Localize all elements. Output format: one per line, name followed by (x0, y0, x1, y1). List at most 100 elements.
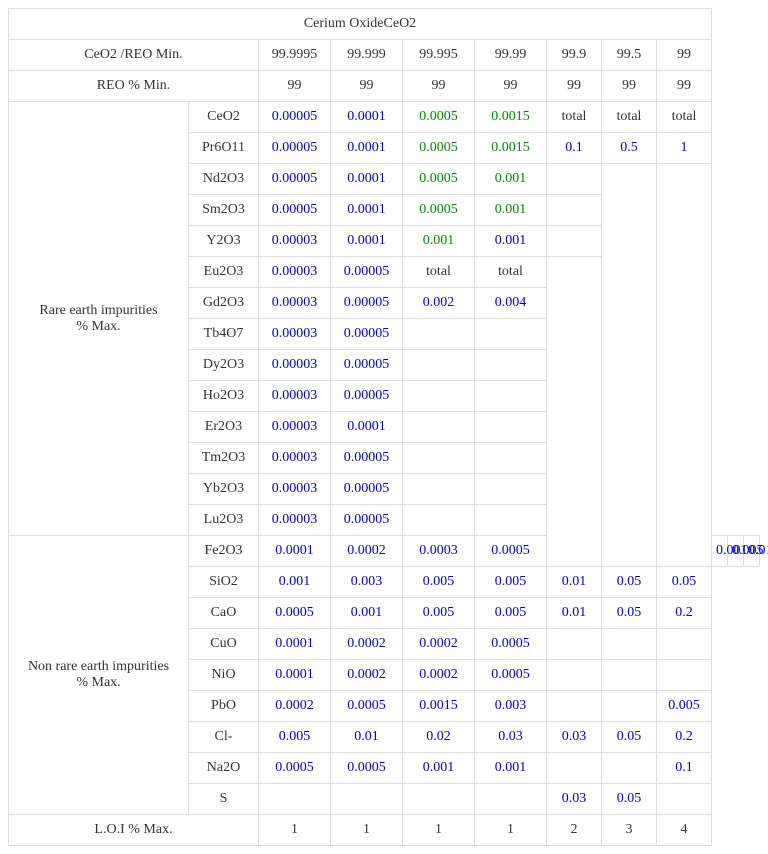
header-label: CeO2 /REO Min. (9, 40, 259, 71)
compound: Ho2O3 (189, 381, 259, 412)
header-value: 99 (403, 71, 475, 102)
value-cell: 0.00005 (331, 288, 403, 319)
value-cell (547, 164, 602, 195)
value-cell: 0.0001 (331, 412, 403, 443)
value-cell (475, 319, 547, 350)
header-value: 99.9 (547, 40, 602, 71)
compound: S (189, 784, 259, 815)
value-cell: 0.0001 (331, 226, 403, 257)
value-cell: 0.00005 (331, 257, 403, 288)
value-cell (547, 753, 602, 784)
section-label-nonrare: Non rare earth impurities% Max. (9, 536, 189, 815)
header-value: 99 (657, 71, 712, 102)
value-cell: 0.0002 (403, 629, 475, 660)
value-cell: 1 (657, 133, 712, 164)
value-cell: 0.02 (403, 722, 475, 753)
value-cell (475, 381, 547, 412)
value-cell: 0.0005 (475, 536, 547, 567)
value-cell (475, 474, 547, 505)
value-cell (547, 691, 602, 722)
merged-cell (602, 164, 657, 567)
loi-value: 2 (547, 815, 602, 846)
compound: Lu2O3 (189, 505, 259, 536)
value-cell: total (475, 257, 547, 288)
merged-cell (657, 164, 712, 567)
value-cell (403, 381, 475, 412)
header-value: 99 (259, 71, 331, 102)
value-cell (547, 660, 602, 691)
value-cell: 0.0001 (331, 164, 403, 195)
value-cell: 0.00003 (259, 319, 331, 350)
value-cell (403, 319, 475, 350)
value-cell (657, 784, 712, 815)
value-cell: 0.0005 (403, 102, 475, 133)
value-cell: 0.0002 (403, 660, 475, 691)
value-cell: 0.0005 (403, 195, 475, 226)
compound: Fe2O3 (189, 536, 259, 567)
value-cell (475, 784, 547, 815)
header-value: 99 (657, 40, 712, 71)
value-cell: 0.0001 (331, 195, 403, 226)
compound: SiO2 (189, 567, 259, 598)
value-cell: 0.0005 (475, 629, 547, 660)
value-cell: 0.00003 (259, 505, 331, 536)
header-value: 99 (475, 71, 547, 102)
value-cell (403, 443, 475, 474)
value-cell (403, 505, 475, 536)
value-cell: 0.00005 (259, 164, 331, 195)
value-cell: 0.001 (712, 536, 728, 567)
value-cell: 0.001 (259, 567, 331, 598)
value-cell: 0.05 (602, 567, 657, 598)
value-cell: 0.00005 (331, 381, 403, 412)
value-cell: 0.0002 (331, 660, 403, 691)
compound: Dy2O3 (189, 350, 259, 381)
compound: NiO (189, 660, 259, 691)
value-cell: 0.00003 (259, 412, 331, 443)
value-cell (475, 505, 547, 536)
value-cell: 0.00005 (259, 195, 331, 226)
merged-cell (547, 257, 602, 567)
value-cell: 0.00005 (331, 319, 403, 350)
compound: Pr6O11 (189, 133, 259, 164)
value-cell: 0.001 (403, 226, 475, 257)
value-cell: 0.00005 (259, 133, 331, 164)
compound: Tb4O7 (189, 319, 259, 350)
compound: CuO (189, 629, 259, 660)
value-cell (657, 660, 712, 691)
value-cell: 0.00003 (259, 257, 331, 288)
header-value: 99.999 (331, 40, 403, 71)
value-cell: 0.0001 (259, 536, 331, 567)
value-cell (547, 195, 602, 226)
compound: Na2O (189, 753, 259, 784)
value-cell: 0.003 (475, 691, 547, 722)
compound: CeO2 (189, 102, 259, 133)
value-cell: 0.005 (403, 567, 475, 598)
compound: Tm2O3 (189, 443, 259, 474)
value-cell: 0.0005 (259, 598, 331, 629)
loi-value: 4 (657, 815, 712, 846)
value-cell: 0.05 (657, 567, 712, 598)
value-cell (259, 784, 331, 815)
value-cell: 0.0001 (259, 660, 331, 691)
value-cell: 0.0015 (475, 133, 547, 164)
compound: Sm2O3 (189, 195, 259, 226)
value-cell: 0.001 (475, 195, 547, 226)
value-cell: 0.005 (657, 691, 712, 722)
header-value: 99 (331, 71, 403, 102)
value-cell (657, 629, 712, 660)
value-cell: total (403, 257, 475, 288)
value-cell: 0.0005 (331, 691, 403, 722)
value-cell: 0.01 (547, 567, 602, 598)
value-cell: 0.0005 (475, 660, 547, 691)
value-cell: 0.03 (547, 722, 602, 753)
value-cell: 0.003 (331, 567, 403, 598)
loi-value: 1 (403, 815, 475, 846)
compound: Eu2O3 (189, 257, 259, 288)
value-cell: 0.0005 (403, 133, 475, 164)
section-label-rare: Rare earth impurities% Max. (9, 102, 189, 536)
value-cell: 0.00005 (331, 350, 403, 381)
value-cell: 0.0002 (331, 536, 403, 567)
value-cell: 0.0002 (331, 629, 403, 660)
value-cell: 0.0005 (259, 753, 331, 784)
value-cell: 0.00005 (331, 505, 403, 536)
